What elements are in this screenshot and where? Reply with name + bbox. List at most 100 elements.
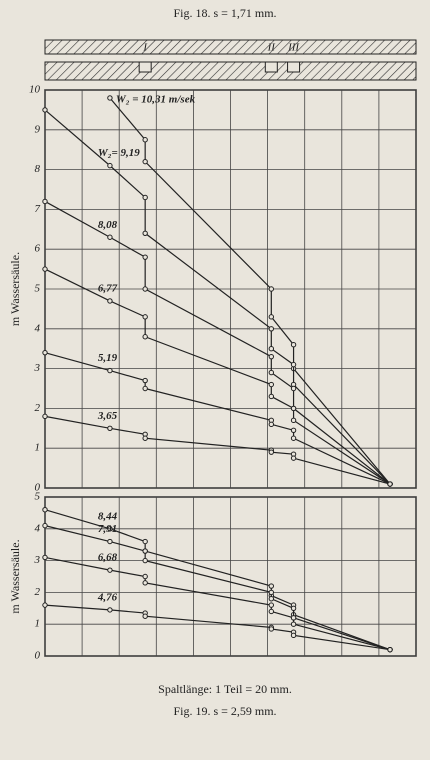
data-point (142, 377, 148, 384)
section-label: II (267, 42, 277, 54)
data-point (107, 234, 113, 240)
y-tick-label: 0 (35, 650, 41, 662)
data-point (42, 349, 48, 356)
y-tick-label: 3 (34, 554, 41, 566)
y-tick-label: 1 (35, 618, 41, 630)
data-point (142, 314, 148, 320)
data-point (42, 554, 48, 561)
y-axis-label: m Wassersäule. (8, 252, 22, 326)
data-point (42, 198, 48, 205)
y-tick-label: 9 (35, 123, 41, 135)
series-label: 7,91 (98, 523, 117, 535)
data-point (268, 449, 275, 455)
data-point (142, 334, 148, 340)
data-point (290, 361, 297, 368)
data-point (290, 455, 297, 461)
series-label: 3,65 (97, 410, 118, 422)
series-label: 4,76 (97, 591, 118, 603)
series-label: W₂ = 10,31 m/sek (116, 93, 196, 105)
y-tick-label: 10 (29, 84, 41, 96)
data-point (268, 369, 275, 376)
data-point (290, 605, 297, 611)
section-label: III (287, 42, 300, 54)
data-point (142, 548, 148, 554)
data-point (142, 194, 148, 201)
data-point (42, 507, 48, 513)
data-point (107, 538, 113, 545)
data-point (290, 621, 297, 627)
y-tick-label: 0 (35, 482, 41, 494)
channel-wall (44, 39, 417, 55)
data-point (42, 522, 48, 529)
figure-caption: Fig. 19. s = 2,59 mm. (173, 704, 276, 718)
y-tick-label: 5 (35, 283, 41, 295)
data-point (290, 385, 297, 392)
y-tick-label: 2 (35, 586, 41, 598)
data-point (42, 602, 48, 608)
y-tick-label: 4 (35, 322, 41, 334)
data-point (387, 646, 393, 653)
data-point (268, 381, 275, 388)
data-point (142, 230, 148, 236)
data-point (268, 393, 275, 400)
data-point (290, 405, 297, 412)
data-point (268, 421, 275, 428)
data-point (268, 602, 275, 608)
data-point (142, 538, 148, 545)
y-axis-label: m Wassersäule. (8, 539, 22, 613)
section-opening (138, 61, 152, 73)
figure-caption: Fig. 18. s = 1,71 mm. (173, 6, 276, 20)
data-point (107, 607, 113, 613)
series-label: 6,77 (98, 282, 118, 294)
data-point (142, 435, 148, 441)
data-point (142, 286, 148, 292)
data-point (268, 583, 275, 589)
data-point (142, 613, 148, 619)
series-label: W₂= 9,19 (98, 147, 140, 159)
y-tick-label: 1 (35, 442, 41, 454)
data-point (142, 573, 148, 580)
data-point (290, 435, 297, 441)
data-point (42, 413, 48, 420)
data-point (268, 608, 275, 615)
data-point (290, 427, 297, 433)
data-point (290, 615, 297, 621)
data-point (107, 298, 113, 304)
data-point (107, 95, 113, 101)
data-point (268, 286, 275, 292)
data-point (290, 632, 297, 639)
data-point (268, 346, 275, 352)
section-label: I (142, 42, 148, 54)
section-opening (264, 61, 278, 73)
data-point (268, 314, 275, 320)
y-tick-label: 6 (35, 243, 41, 255)
data-point (268, 589, 275, 596)
data-point (107, 425, 113, 431)
data-point (107, 526, 113, 532)
x-axis-label: Spaltlänge: 1 Teil = 20 mm. (158, 682, 292, 696)
data-point (107, 162, 113, 169)
data-point (142, 137, 148, 143)
channel-wall (44, 61, 417, 81)
series-label: 8,44 (98, 510, 118, 522)
data-point (387, 481, 393, 487)
data-point (268, 326, 275, 332)
y-tick-label: 4 (35, 522, 41, 534)
data-point (142, 254, 148, 260)
data-point (268, 353, 275, 360)
y-tick-label: 8 (35, 163, 41, 175)
data-point (107, 367, 113, 374)
data-point (142, 158, 148, 165)
data-point (142, 580, 148, 586)
series-label: 5,19 (98, 352, 118, 364)
data-point (42, 107, 48, 113)
series-label: 6,68 (98, 552, 118, 564)
data-point (142, 385, 148, 392)
y-tick-label: 7 (35, 203, 41, 215)
y-tick-label: 3 (34, 362, 41, 374)
series-label: 8,08 (98, 219, 118, 231)
data-point (142, 557, 148, 564)
y-tick-label: 2 (35, 402, 41, 414)
